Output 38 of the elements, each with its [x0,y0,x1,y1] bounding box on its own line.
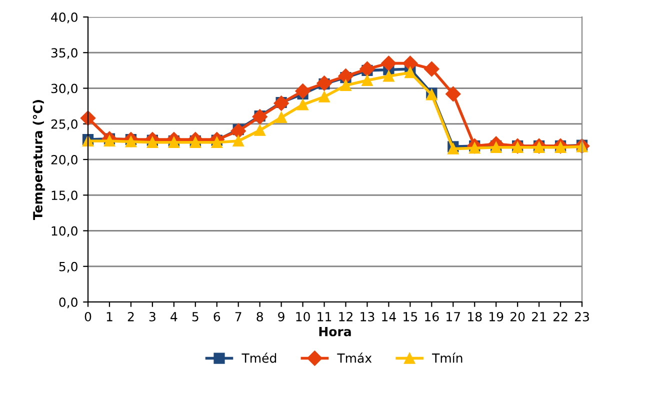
x-tick-label: 22 [553,312,568,322]
x-tick-label: 13 [360,312,374,322]
legend-label: Tméd [242,352,276,363]
x-tick-label: 11 [318,312,332,322]
x-tick-label: 4 [170,312,178,322]
x-tick-label: 18 [468,312,482,322]
x-tick-label: 5 [192,312,198,322]
x-tick-label: 15 [404,312,418,322]
y-axis-title: Temperatura (°C) [32,100,45,220]
x-tick-label: 9 [278,312,284,322]
y-tick-label: 10,0 [52,226,78,237]
x-axis-title: Hora [319,326,351,336]
x-tick-label: 3 [149,312,156,322]
y-tick-label: 30,0 [51,84,78,94]
legend-label: Tmín [432,352,462,363]
x-tick-label: 0 [84,312,92,322]
x-tick-label: 1 [106,312,112,322]
x-tick-label: 7 [235,312,242,322]
x-tick-label: 17 [446,312,460,322]
y-tick-label: 40,0 [51,12,78,24]
y-tick-label: 0,0 [59,297,78,308]
x-tick-label: 8 [256,312,263,322]
y-tick-label: 25,0 [51,119,78,130]
x-tick-label: 23 [574,312,589,322]
x-tick-label: 14 [382,312,396,322]
y-tick-label: 15,0 [52,190,78,202]
y-tick-label: 35,0 [51,48,78,59]
x-tick-label: 20 [510,312,525,322]
x-tick-label: 6 [214,312,220,322]
y-tick-label: 5,0 [59,262,78,273]
x-tick-label: 2 [128,312,134,322]
x-tick-label: 19 [490,312,504,322]
y-tick-label: 20,0 [51,154,78,166]
legend-label: Tmáx [337,352,372,363]
x-tick-label: 12 [339,312,352,322]
x-tick-label: 21 [532,312,546,322]
x-tick-label: 10 [296,312,310,322]
x-tick-label: 16 [425,312,439,322]
